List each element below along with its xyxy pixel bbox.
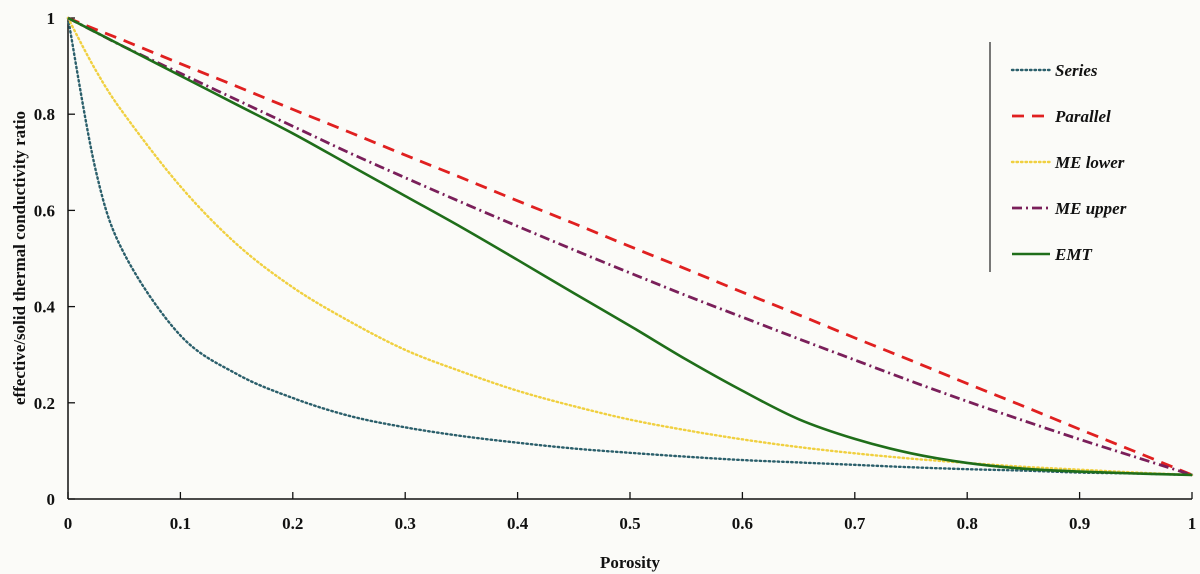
y-tick-label: 0.2: [34, 394, 55, 413]
x-ticks: 0 0.1 0.2 0.3 0.4 0.5 0.6 0.7 0.8 0.9 1: [64, 492, 1197, 533]
legend: Series Parallel ME lower ME upper EMT: [989, 42, 1127, 272]
x-tick-label: 0.4: [507, 514, 529, 533]
x-tick-label: 0.6: [732, 514, 753, 533]
y-ticks: 0 0.2 0.4 0.6 0.8 1: [34, 9, 75, 509]
series-line-series: [66, 16, 1194, 477]
legend-label: Parallel: [1054, 107, 1111, 126]
x-tick-label: 0: [64, 514, 73, 533]
x-tick-label: 0.7: [844, 514, 866, 533]
y-tick-label: 0.8: [34, 105, 55, 124]
series-line-parallel: [67, 16, 1193, 477]
x-tick-label: 0.2: [282, 514, 303, 533]
series-line-me-upper: [67, 16, 1193, 477]
y-tick-label: 1: [47, 9, 56, 28]
x-tick-label: 0.8: [957, 514, 978, 533]
legend-label: ME upper: [1054, 199, 1127, 218]
series-line-emt: [67, 16, 1193, 477]
legend-label: ME lower: [1054, 153, 1125, 172]
x-tick-label: 0.5: [619, 514, 640, 533]
plot-area: [67, 18, 1192, 500]
x-tick-label: 0.3: [395, 514, 416, 533]
series-layer: [66, 16, 1194, 477]
y-tick-label: 0: [47, 490, 56, 509]
x-axis-title: Porosity: [600, 553, 661, 572]
x-tick-label: 1: [1188, 514, 1197, 533]
x-tick-label: 0.1: [170, 514, 191, 533]
y-tick-label: 0.4: [34, 298, 56, 317]
y-axis-title: effective/solid thermal conductivity rat…: [10, 111, 29, 405]
legend-label: Series: [1055, 61, 1098, 80]
y-tick-label: 0.6: [34, 201, 55, 220]
x-tick-label: 0.9: [1069, 514, 1090, 533]
legend-label: EMT: [1054, 245, 1092, 264]
